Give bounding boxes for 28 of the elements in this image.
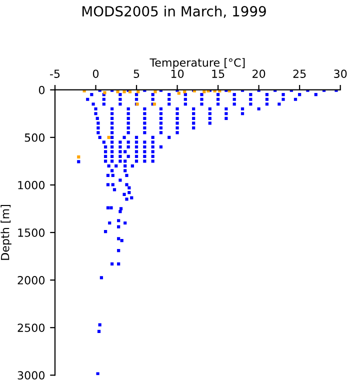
y-tick-label: 3000 [18,371,45,380]
chart-title: MODS2005 in March, 1999 [82,6,266,18]
x-tick-label: 25 [293,70,306,78]
point [107,136,110,139]
point [136,90,140,94]
x-tick-label: 20 [252,70,266,78]
y-tick-label: 1000 [18,180,45,190]
x-tick-label: 0 [92,70,99,78]
x-tick-label: 15 [212,70,224,78]
x-tick-label: 30 [334,70,347,78]
y-tick-label: 0 [38,86,45,94]
x-tick-label: 10 [171,70,184,78]
y-tick-label: 2500 [18,324,45,332]
point [154,90,157,94]
y-tick-label: 2000 [18,276,45,284]
x-tick-label: 5 [134,70,140,78]
y-tick-label: 1500 [18,228,45,237]
point [213,90,216,92]
point [177,92,180,95]
y-tick-label: 500 [24,133,45,142]
x-axis-title: Temperature [°C] [150,58,245,69]
x-tick-label: -5 [50,70,60,78]
point [202,90,206,94]
point [183,90,186,94]
point [77,155,80,158]
point [116,90,120,94]
y-axis-title: Depth [m] [0,205,12,260]
point [122,90,126,94]
